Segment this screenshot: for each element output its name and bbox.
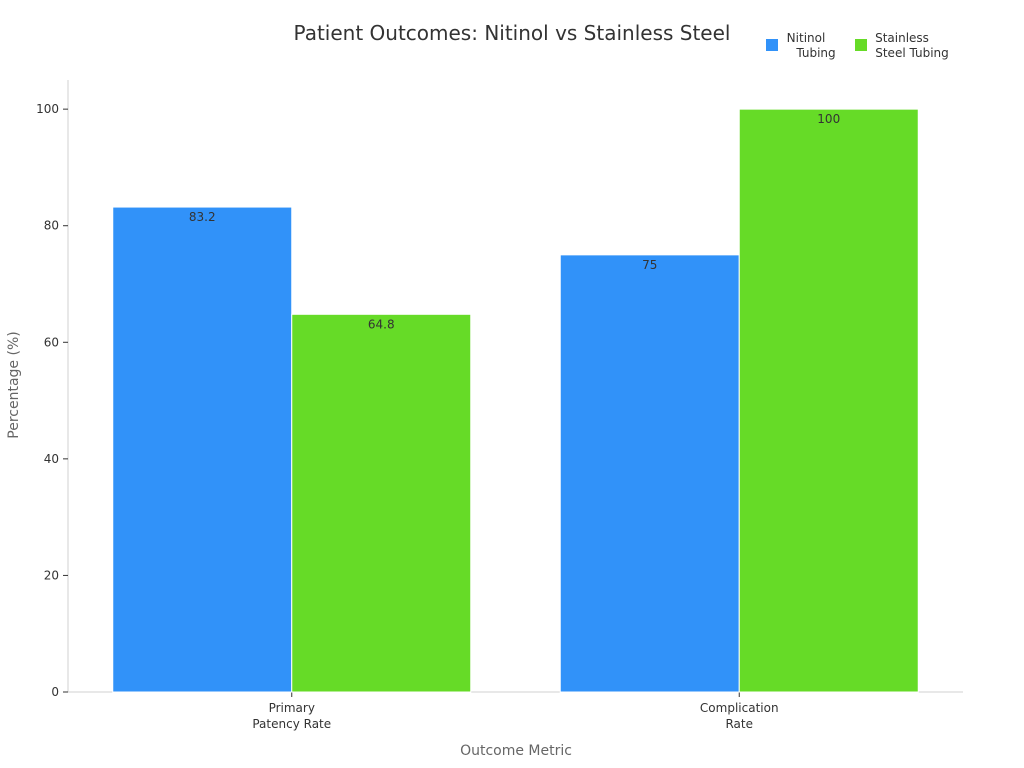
y-tick-label: 100 [36, 102, 59, 116]
bar-value-label: 83.2 [189, 210, 216, 224]
bar [559, 254, 740, 693]
x-tick-label-line: Complication [700, 701, 779, 715]
x-tick-label: Primary Patency Rate [252, 701, 331, 731]
bar [291, 313, 472, 693]
bar [738, 108, 919, 693]
x-tick-label-line: Primary [269, 701, 315, 715]
bar-value-label: 75 [642, 258, 657, 272]
bar-value-label: 64.8 [368, 317, 395, 331]
y-tick-label: 80 [44, 219, 59, 233]
y-tick-label: 20 [44, 568, 59, 582]
y-tick-label: 60 [44, 335, 59, 349]
legend-label-line: Nitinol [787, 31, 826, 45]
x-axis-title: Outcome Metric [460, 743, 572, 759]
legend-label: Nitinol Tubing [787, 31, 836, 60]
x-tick-label-line: Rate [725, 717, 753, 731]
y-tick-label: 0 [51, 685, 59, 699]
y-axis-title: Percentage (%) [6, 331, 22, 438]
legend-label-line: Steel Tubing [875, 46, 949, 60]
legend-label-line: Stainless [875, 31, 929, 45]
bar-value-label: 100 [817, 112, 840, 126]
legend-label-line: Tubing [795, 46, 835, 60]
legend-label: Stainless Steel Tubing [875, 31, 949, 60]
legend-swatch [855, 39, 867, 51]
bar [112, 206, 293, 693]
y-tick-label: 40 [44, 452, 59, 466]
bars: 83.2 64.8 75 100 [112, 108, 919, 693]
legend-swatch [766, 39, 778, 51]
x-tick-label-line: Patency Rate [252, 717, 331, 731]
x-tick-label: Complication Rate [700, 701, 779, 731]
chart-title: Patient Outcomes: Nitinol vs Stainless S… [294, 21, 731, 45]
legend: Nitinol Tubing Stainless Steel Tubing [766, 31, 949, 60]
axes: 0 20 40 60 80 100 Primary Patency Rate Complicat… [36, 80, 963, 731]
